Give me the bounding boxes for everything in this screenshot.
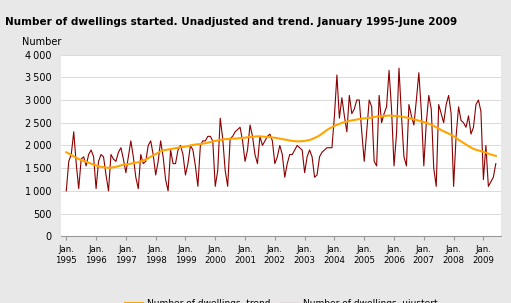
Number of dwellings, trend bbox=[63, 150, 69, 154]
Number of dwellings, ujustert bbox=[81, 155, 87, 159]
Number of dwellings, ujustert bbox=[396, 66, 402, 70]
Number of dwellings, ujustert bbox=[108, 153, 114, 156]
Number of dwellings, ujustert bbox=[493, 162, 499, 165]
Number of dwellings, ujustert bbox=[68, 153, 74, 156]
Number of dwellings, ujustert bbox=[294, 144, 300, 147]
Number of dwellings, ujustert bbox=[63, 189, 69, 193]
Number of dwellings, trend bbox=[383, 114, 389, 118]
Number of dwellings, trend bbox=[68, 153, 74, 157]
Number of dwellings, trend bbox=[110, 165, 117, 169]
Number of dwellings, trend bbox=[349, 118, 355, 122]
Number of dwellings, ujustert bbox=[381, 112, 387, 115]
Number of dwellings, trend bbox=[103, 166, 109, 170]
Text: Number: Number bbox=[22, 37, 61, 47]
Legend: Number of dwellings, trend, Number of dwellings, ujustert: Number of dwellings, trend, Number of dw… bbox=[121, 295, 441, 303]
Number of dwellings, trend bbox=[296, 139, 303, 143]
Number of dwellings, trend bbox=[493, 154, 499, 158]
Line: Number of dwellings, ujustert: Number of dwellings, ujustert bbox=[66, 68, 496, 191]
Line: Number of dwellings, trend: Number of dwellings, trend bbox=[66, 115, 496, 168]
Number of dwellings, trend bbox=[386, 114, 392, 117]
Number of dwellings, ujustert bbox=[346, 94, 353, 97]
Text: Number of dwellings started. Unadjusted and trend. January 1995-June 2009: Number of dwellings started. Unadjusted … bbox=[5, 17, 457, 27]
Number of dwellings, trend bbox=[81, 159, 87, 163]
